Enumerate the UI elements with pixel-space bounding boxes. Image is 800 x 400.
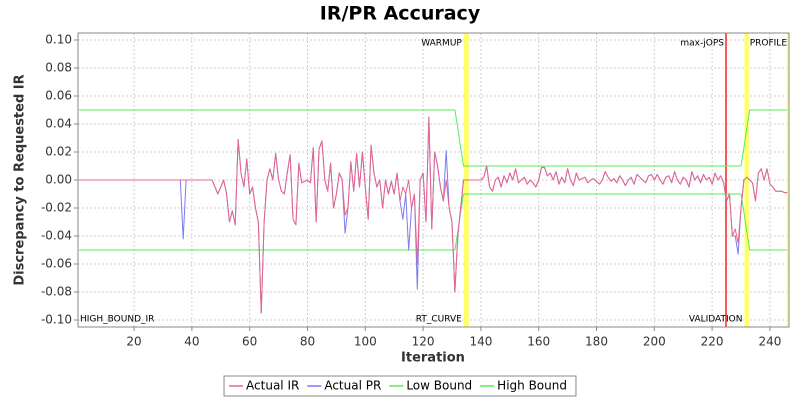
legend-label: Low Bound — [406, 379, 472, 393]
marker-label: HIGH_BOUND_IR — [80, 315, 154, 325]
y-tick-label: 0.00 — [45, 173, 72, 187]
legend-item: High Bound — [480, 379, 567, 393]
x-tick-label: 100 — [354, 335, 377, 349]
series-line — [79, 193, 788, 251]
grid — [78, 33, 789, 327]
y-tick-label: -0.04 — [41, 229, 72, 243]
x-tick-label: 140 — [469, 335, 492, 349]
lines — [79, 109, 788, 314]
marker-label: RT_CURVE — [416, 315, 462, 325]
series-line — [79, 116, 788, 314]
y-tick-label: 0.02 — [45, 145, 72, 159]
legend-item: Actual IR — [229, 379, 299, 393]
legend: Actual IR Actual PR Low Bound High Bound — [223, 375, 577, 397]
x-tick-label: 120 — [412, 335, 435, 349]
legend-label: High Bound — [497, 379, 567, 393]
y-tick-label: 0.06 — [45, 89, 72, 103]
x-tick-label: 20 — [126, 335, 141, 349]
y-tick-label: -0.02 — [41, 201, 72, 215]
x-tick-label: 160 — [527, 335, 550, 349]
y-tick-label: -0.10 — [41, 313, 72, 327]
marker-band — [744, 33, 749, 327]
x-axis-label: Iteration — [401, 351, 465, 366]
marker-label: max-jOPS — [680, 39, 724, 49]
marker-label: PROFILE — [750, 39, 788, 49]
legend-box — [223, 375, 577, 397]
x-tick-label: 40 — [184, 335, 199, 349]
x-tick-label: 220 — [701, 335, 724, 349]
y-axis-label: Discrepancy to Requested IR — [13, 74, 28, 285]
y-tick-label: 0.08 — [45, 61, 72, 75]
x-tick-label: 200 — [643, 335, 666, 349]
y-tick-label: -0.06 — [41, 257, 72, 271]
chart-title: IR/PR Accuracy — [320, 3, 481, 25]
legend-label: Actual IR — [246, 379, 299, 393]
legend-item: Low Bound — [389, 379, 472, 393]
y-tick-label: -0.08 — [41, 285, 72, 299]
x-tick-label: 60 — [242, 335, 257, 349]
series-line — [79, 109, 788, 167]
marker-label: VALIDATION — [689, 315, 743, 325]
x-tick-label: 240 — [758, 335, 781, 349]
legend-item: Actual PR — [307, 379, 381, 393]
x-tick-label: 80 — [300, 335, 315, 349]
marker-label: WARMUP — [421, 39, 462, 49]
x-tick-label: 180 — [585, 335, 608, 349]
legend-label: Actual PR — [324, 379, 381, 393]
y-tick-label: 0.04 — [45, 117, 72, 131]
y-tick-label: 0.10 — [45, 33, 72, 47]
